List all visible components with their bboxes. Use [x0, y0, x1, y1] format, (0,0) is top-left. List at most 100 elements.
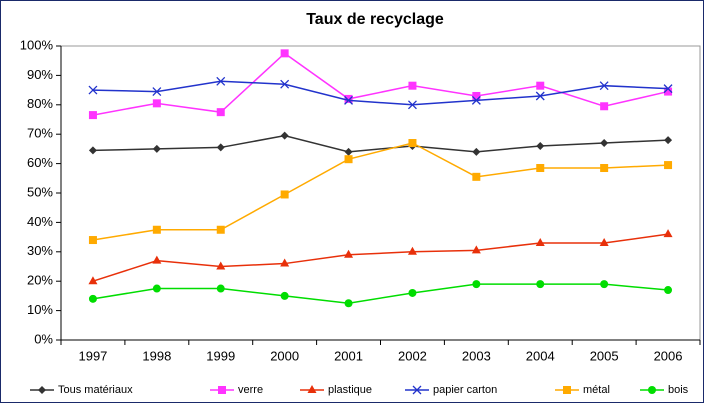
y-tick-label: 90%	[27, 67, 53, 82]
legend-marker	[563, 386, 571, 394]
series-line	[92, 283, 669, 305]
y-tick-label: 30%	[27, 243, 53, 258]
legend-marker	[648, 386, 656, 394]
data-point	[216, 261, 226, 270]
data-point	[344, 299, 353, 308]
x-tick-label: 2004	[526, 348, 555, 363]
y-tick-label: 70%	[27, 126, 53, 141]
data-point	[600, 102, 609, 111]
series-line	[92, 80, 669, 106]
data-point	[280, 291, 289, 300]
data-point	[152, 284, 161, 293]
y-tick-label: 0%	[34, 331, 53, 346]
data-point	[664, 286, 673, 295]
data-point	[280, 49, 289, 58]
data-point	[664, 161, 673, 170]
data-point	[344, 95, 354, 105]
x-tick-label: 2000	[270, 348, 299, 363]
data-point	[664, 136, 673, 145]
legend-marker	[38, 386, 46, 394]
data-point	[216, 143, 225, 152]
data-point	[152, 144, 161, 153]
data-point	[471, 245, 481, 254]
data-point	[408, 139, 417, 148]
x-tick-label: 1998	[142, 348, 171, 363]
data-point	[600, 280, 609, 289]
legend-label: bois	[668, 384, 689, 396]
data-point	[280, 131, 289, 140]
data-point	[152, 87, 162, 97]
legend-label: métal	[583, 384, 610, 396]
data-point	[280, 258, 290, 267]
legend-label: papier carton	[433, 384, 497, 396]
data-point	[536, 280, 545, 289]
data-point	[664, 87, 673, 96]
series-line	[92, 233, 669, 282]
legend-label: Tous matériaux	[58, 384, 133, 396]
data-point	[280, 79, 290, 89]
data-point	[344, 155, 353, 164]
series-line	[92, 134, 669, 153]
x-tick-label: 2006	[654, 348, 683, 363]
data-point	[599, 237, 609, 246]
y-tick-label: 50%	[27, 184, 53, 199]
data-point	[152, 255, 162, 264]
data-point	[216, 225, 225, 234]
data-point	[216, 284, 225, 293]
data-point	[344, 249, 354, 258]
data-point	[88, 85, 98, 95]
data-point	[472, 280, 481, 289]
data-point	[600, 139, 609, 148]
data-point	[88, 294, 97, 303]
y-tick-label: 100%	[20, 37, 54, 52]
data-point	[344, 147, 353, 156]
data-point	[407, 100, 417, 110]
series-line	[92, 142, 669, 241]
data-point	[536, 81, 545, 90]
legend-label: verre	[238, 384, 263, 396]
data-point	[88, 236, 97, 245]
y-tick-label: 10%	[27, 302, 53, 317]
data-point	[471, 95, 481, 105]
data-point	[600, 164, 609, 173]
data-point	[88, 111, 97, 120]
legend-marker	[218, 386, 226, 394]
legend-label: plastique	[328, 384, 372, 396]
data-point	[536, 164, 545, 173]
x-tick-label: 1999	[206, 348, 235, 363]
data-point	[344, 94, 353, 103]
data-point	[216, 76, 226, 86]
data-point	[472, 91, 481, 100]
data-point	[216, 108, 225, 117]
x-tick-label: 1997	[78, 348, 107, 363]
data-point	[663, 84, 673, 94]
data-point	[535, 237, 545, 246]
x-tick-label: 2003	[462, 348, 491, 363]
data-point	[535, 91, 545, 101]
y-tick-label: 20%	[27, 273, 53, 288]
data-point	[88, 276, 98, 285]
legend-marker	[307, 385, 317, 393]
y-tick-label: 40%	[27, 214, 53, 229]
data-point	[408, 81, 417, 90]
data-point	[408, 288, 417, 297]
data-point	[152, 99, 161, 108]
x-tick-label: 2005	[590, 348, 619, 363]
data-point	[599, 81, 609, 91]
data-point	[663, 229, 673, 238]
data-point	[472, 147, 481, 156]
y-tick-label: 80%	[27, 96, 53, 111]
chart-title: Taux de recyclage	[306, 11, 444, 28]
data-point	[152, 225, 161, 234]
legend-marker	[412, 385, 422, 395]
data-point	[472, 172, 481, 181]
data-point	[280, 190, 289, 199]
y-tick-label: 60%	[27, 155, 53, 170]
x-tick-label: 2001	[334, 348, 363, 363]
series-line	[92, 52, 669, 116]
data-point	[407, 246, 417, 255]
data-point	[88, 146, 97, 155]
